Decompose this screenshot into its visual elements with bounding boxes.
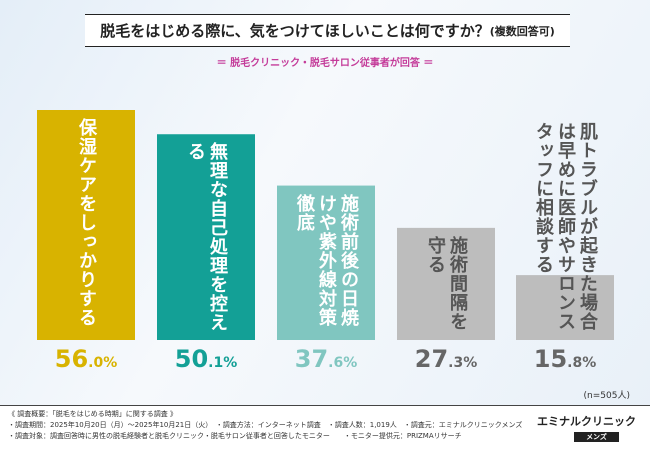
title-text: 脱毛をはじめる際に、気をつけてほしいことは何ですか？	[100, 22, 490, 40]
bar-chart	[37, 110, 614, 340]
bar-value-label: 15.8%	[533, 345, 597, 373]
bar	[37, 110, 135, 340]
title-note: (複数回答可)	[489, 24, 555, 38]
bar-category-label: 無理な自己処理を控える	[185, 142, 228, 333]
bar-category-label: 施術前後の日焼けや紫外線対策徹底	[294, 193, 359, 327]
bar-value-label: 27.3%	[414, 345, 478, 373]
logo-sub: メンズ	[574, 432, 619, 442]
bar	[516, 275, 614, 340]
survey-footer: 《 調査概要：「脱毛をはじめる時期」に関する調査 》 ・調査期間：2025年10…	[0, 405, 650, 450]
bar-category-label: 施術間隔を守る	[425, 235, 468, 331]
bar	[157, 134, 255, 340]
footer-line: 《 調査概要：「脱毛をはじめる時期」に関する調査 》	[8, 410, 177, 418]
bar	[397, 227, 495, 340]
bar-value-label: 37.6%	[294, 345, 358, 373]
bar-value-label: 56.0%	[54, 345, 118, 373]
chart-subtitle: ＝ 脱毛クリニック・脱毛サロン従事者が回答 ＝	[216, 58, 434, 69]
footer-line: ・調査対象：調査回答時に男性の脱毛経験者と脱毛クリニック・脱毛サロン従事者と回答…	[8, 432, 462, 440]
bar-value-label: 50.1%	[174, 345, 238, 373]
chart-title: 脱毛をはじめる際に、気をつけてほしいことは何ですか？ (複数回答可)	[85, 14, 570, 47]
sample-size: (n=505人)	[583, 391, 630, 401]
logo-name: エミナルクリニック	[537, 415, 636, 428]
bar-category-label: 肌トラブルが起きた場合は早めに医師やサロンスタッフに相談する	[533, 122, 598, 331]
footer-line: ・調査期間：2025年10月20日（月）～2025年10月21日（火） ・調査方…	[8, 421, 523, 429]
logo: エミナルクリニックメンズ	[537, 413, 636, 442]
bar-category-label: 保湿ケアをしっかりする	[76, 118, 97, 327]
bar	[277, 185, 375, 340]
